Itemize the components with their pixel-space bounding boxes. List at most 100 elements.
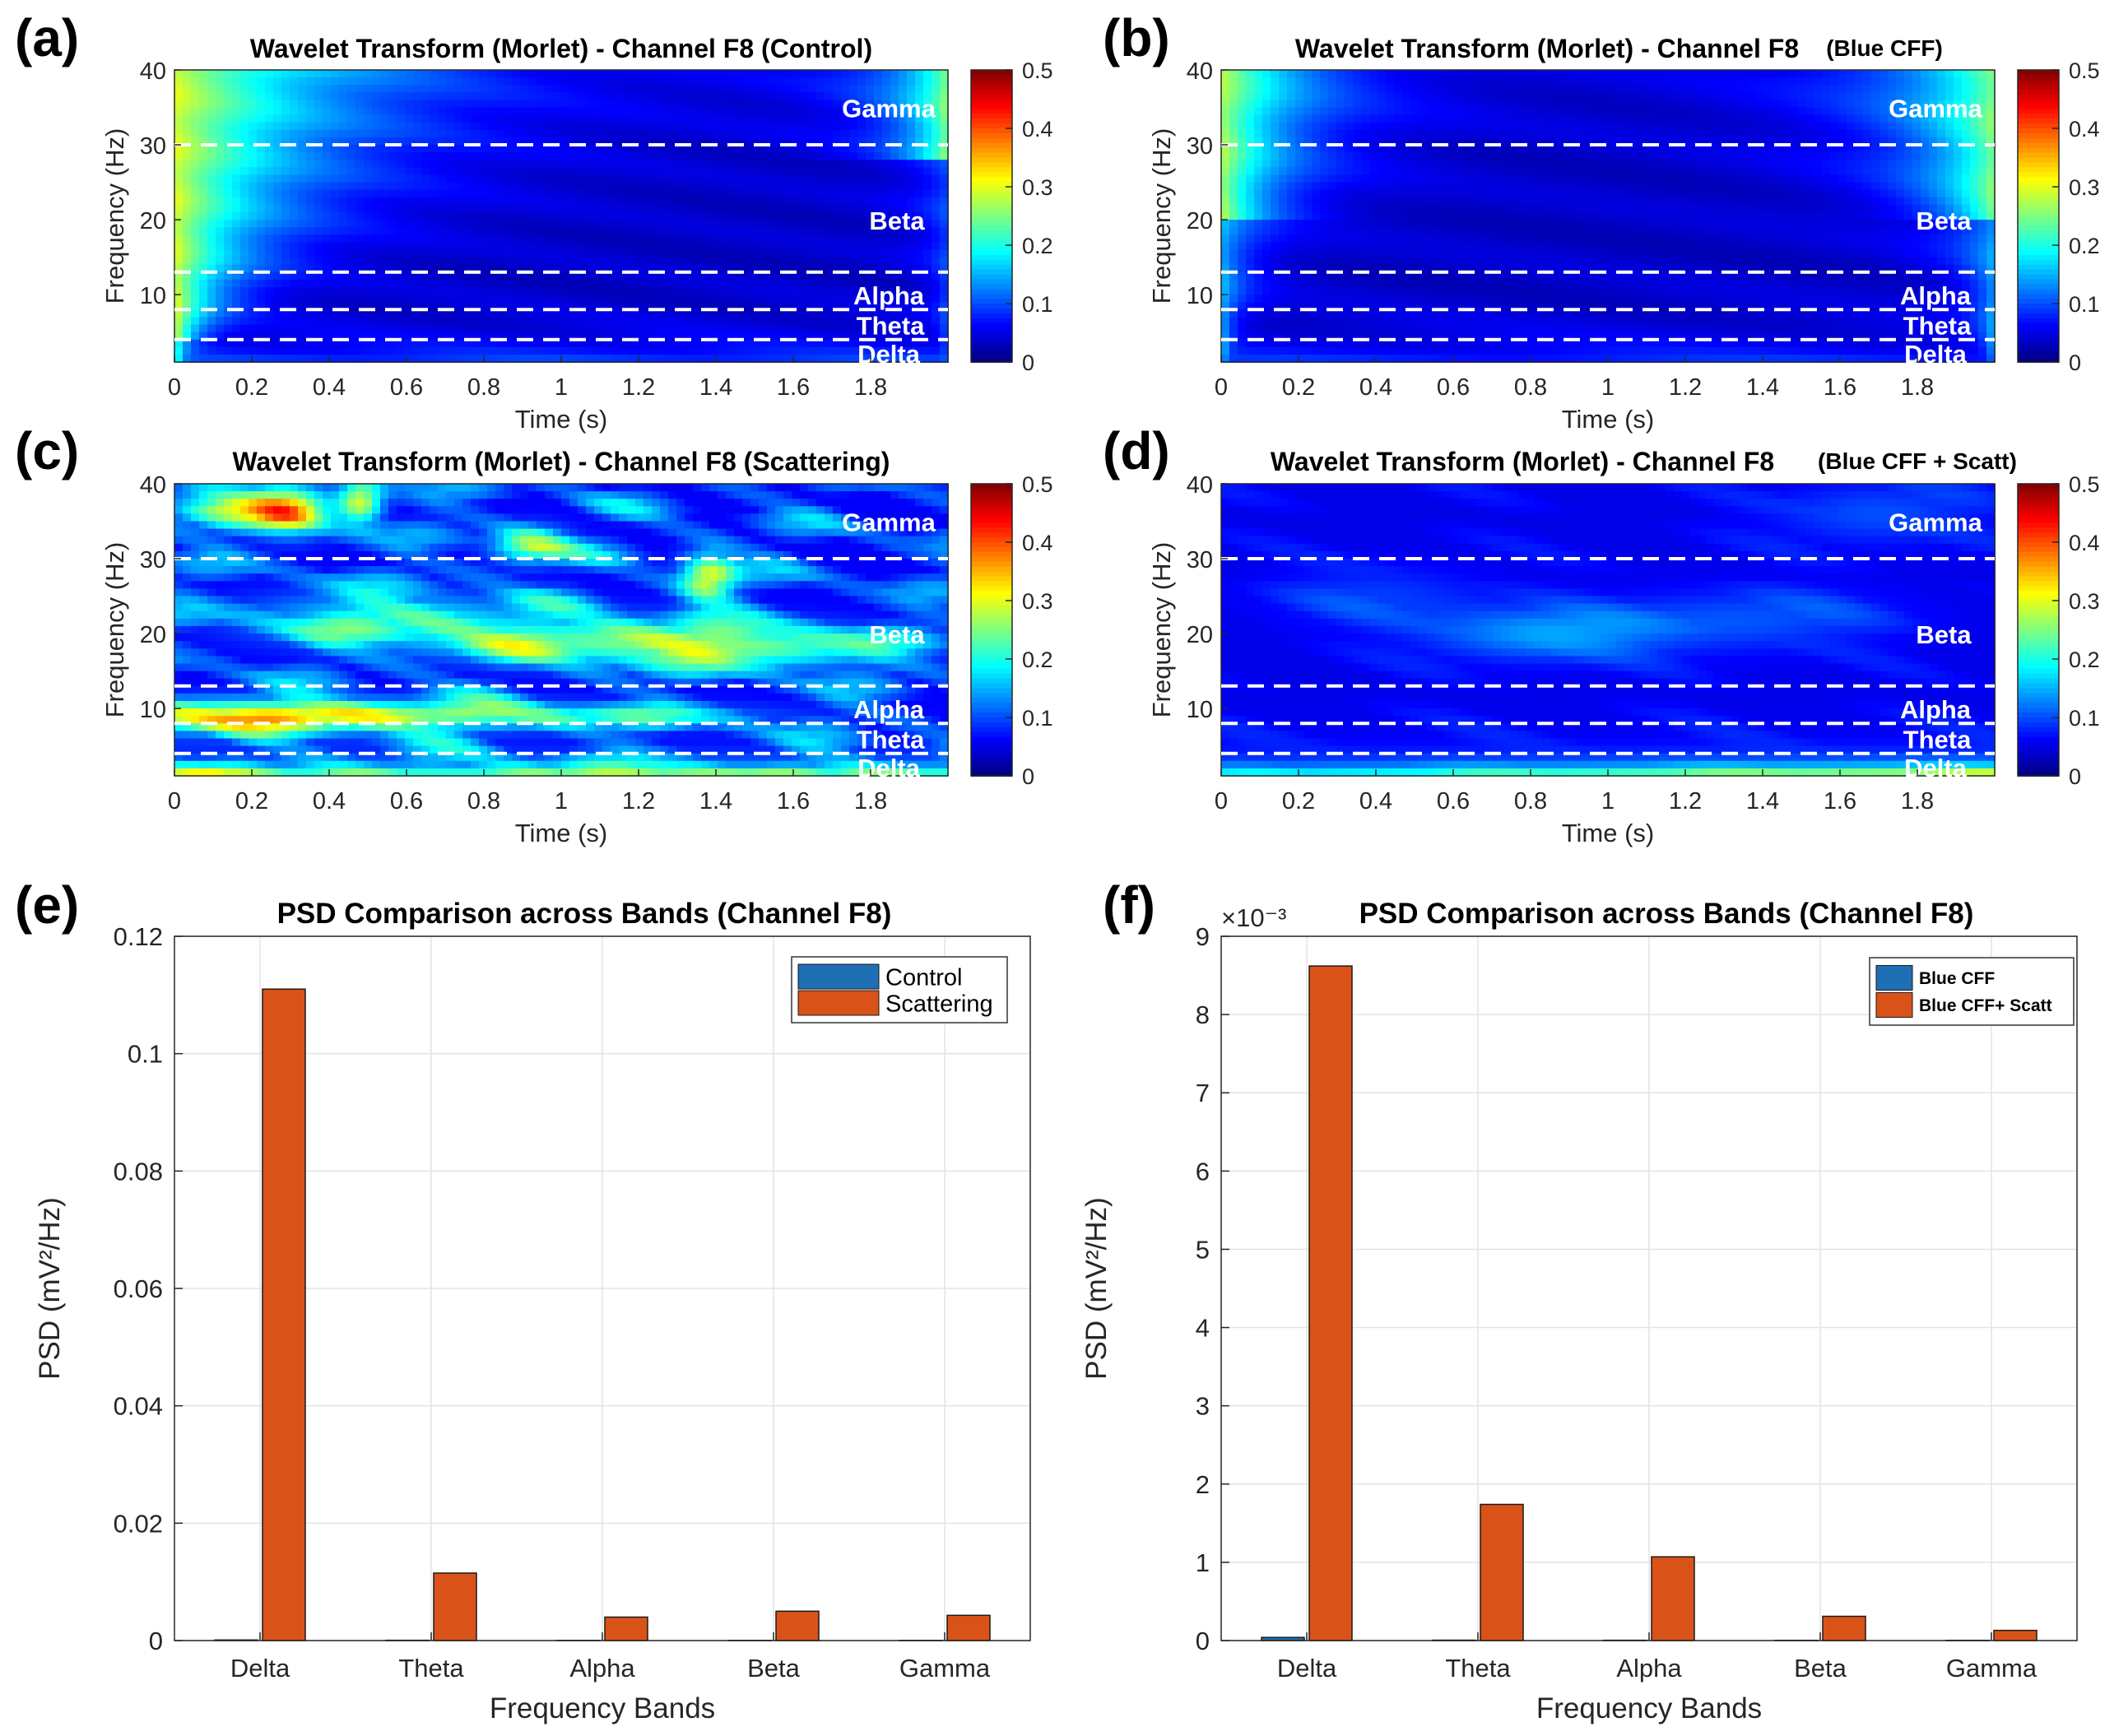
heatmap-cell [874,234,883,244]
heatmap-cell [1954,100,1963,109]
heatmap-cell [1863,85,1872,94]
heatmap-cell [421,249,430,258]
heatmap-cell [364,295,373,304]
heatmap-cell [1945,100,1954,109]
heatmap-cell [1929,122,1938,131]
heatmap-cell [438,354,447,363]
heatmap-cell [1698,92,1708,101]
heatmap-cell [380,92,389,101]
heatmap-cell [635,85,644,94]
heatmap-cell [602,77,611,86]
heatmap-cell [1912,114,1921,123]
heatmap-cell [899,302,908,311]
heatmap-cell [1797,114,1806,123]
heatmap-cell [380,167,389,176]
heatmap-cell [890,234,899,244]
heatmap-cell [561,227,570,236]
heatmap-cell [907,309,916,318]
heatmap-cell [454,295,463,304]
heatmap-cell [1238,107,1247,116]
heatmap-cell [808,114,817,123]
heatmap-cell [685,107,694,116]
heatmap-cell [907,272,916,281]
heatmap-cell [1871,77,1880,86]
heatmap-cell [314,220,323,229]
heatmap-cell [405,204,414,213]
heatmap-cell [191,92,200,101]
heatmap-cell [627,145,636,153]
heatmap-cell [940,324,949,333]
heatmap-cell [553,309,562,318]
heatmap-cell [265,249,274,258]
heatmap-cell [1921,92,1930,101]
heatmap-cell [306,295,315,304]
heatmap-cell [709,145,718,153]
heatmap-cell [257,145,266,153]
heatmap-cell [1402,152,1411,161]
heatmap-cell [693,152,702,161]
heatmap-cell [454,264,463,273]
heatmap-cell [372,332,381,341]
heatmap-cell [199,317,208,326]
heatmap-cell [421,107,430,116]
heatmap-cell [1855,145,1864,153]
heatmap-cell [602,197,611,206]
heatmap-cell [586,264,595,273]
heatmap-cell [1583,107,1592,116]
heatmap-cell [273,152,282,161]
heatmap-cell [874,295,883,304]
heatmap-cell [1386,85,1395,94]
heatmap-cell [899,70,908,78]
heatmap-cell [759,204,768,213]
heatmap-cell [1879,85,1889,94]
heatmap-cell [1394,137,1403,146]
heatmap-cell [290,85,299,94]
heatmap-cell [594,234,603,244]
heatmap-cell [1986,114,1996,123]
heatmap-cell [882,152,891,161]
heatmap-cell [750,324,760,333]
heatmap-cell [685,264,694,273]
heatmap-cell [742,160,751,169]
heatmap-cell [792,145,801,153]
heatmap-cell [462,160,472,169]
heatmap-cell [495,77,504,86]
heatmap-cell [866,160,875,169]
heatmap-cell [446,197,455,206]
heatmap-cell [668,70,677,78]
heatmap-cell [520,152,529,161]
heatmap-cell [685,339,694,348]
heatmap-cell [1402,129,1411,138]
heatmap-cell [611,220,620,229]
heatmap-cell [479,317,488,326]
heatmap-cell [1830,137,1839,146]
heatmap-cell [800,167,809,176]
heatmap-cell [693,302,702,311]
colorbar-segment [971,259,1012,266]
heatmap-cell [495,107,504,116]
heatmap-cell [306,137,315,146]
heatmap-cell [800,249,809,258]
heatmap-cell [569,234,578,244]
heatmap-cell [1402,114,1411,123]
heatmap-cell [668,137,677,146]
heatmap-cell [1312,92,1321,101]
heatmap-cell [923,324,932,333]
heatmap-cell [553,160,562,169]
heatmap-cell [1254,100,1263,109]
heatmap-cell [644,145,653,153]
heatmap-cell [644,339,653,348]
heatmap-cell [1600,160,1609,169]
heatmap-cell [833,264,842,273]
heatmap-cell [1542,145,1551,153]
heatmap-cell [249,85,258,94]
heatmap-cell [232,100,241,109]
heatmap-cell [1912,92,1921,101]
heatmap-cell [1715,122,1724,131]
heatmap-cell [635,122,644,131]
heatmap-cell [1312,70,1321,78]
heatmap-cell [907,114,916,123]
heatmap-cell [1896,77,1905,86]
heatmap-cell [183,167,192,176]
heatmap-cell [849,85,858,94]
